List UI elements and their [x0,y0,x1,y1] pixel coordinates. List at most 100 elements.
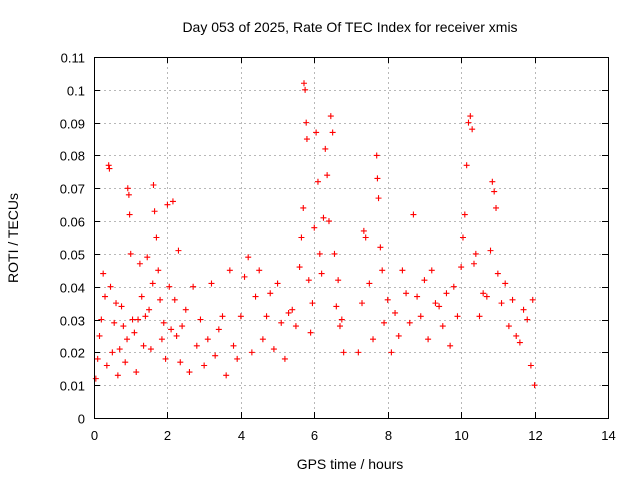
data-point [259,336,266,343]
data-point [531,382,538,389]
data-point [509,296,516,303]
data-point [370,336,377,343]
data-points [92,80,538,389]
data-point [138,293,145,300]
x-tick-label: 12 [528,428,542,443]
data-point [111,319,118,326]
data-point [149,280,156,287]
data-point [103,362,110,369]
data-point [162,355,169,362]
data-point [379,267,386,274]
data-point [226,267,233,274]
data-point [219,313,226,320]
data-point [392,309,399,316]
data-point [125,191,132,198]
data-point [443,290,450,297]
data-point [384,296,391,303]
data-point [520,306,527,313]
x-tick-label: 10 [454,428,468,443]
data-point [179,323,186,330]
data-point [173,332,180,339]
data-point [153,234,160,241]
data-point [237,313,244,320]
data-point [307,329,314,336]
data-point [362,234,369,241]
data-point [274,280,281,287]
data-point [359,300,366,307]
data-point [131,329,138,336]
data-point [109,349,116,356]
data-point [450,283,457,290]
data-point [465,119,472,126]
data-point [113,300,120,307]
data-point [186,369,193,376]
data-point [135,316,142,323]
data-point [472,250,479,257]
data-point [314,178,321,185]
data-point [340,349,347,356]
x-axis-label: GPS time / hours [297,456,404,472]
data-point [116,346,123,353]
data-point [436,303,443,310]
data-point [129,316,136,323]
data-point [303,119,310,126]
data-point [388,349,395,356]
data-point [325,218,332,225]
data-point [150,181,157,188]
data-point [215,326,222,333]
y-tick-label: 0.01 [60,379,85,394]
x-tick-label: 2 [164,428,171,443]
data-point [494,270,501,277]
data-point [406,319,413,326]
data-point [505,323,512,330]
data-point [432,300,439,307]
data-point [114,372,121,379]
x-tick-label: 14 [601,428,615,443]
y-tick-label: 0.03 [60,314,85,329]
data-point [467,113,474,120]
data-point [516,339,523,346]
data-point [281,355,288,362]
data-point [461,211,468,218]
data-point [502,280,509,287]
data-point [374,175,381,182]
data-point [296,264,303,271]
x-tick-label: 6 [311,428,318,443]
data-point [491,188,498,195]
data-point [489,178,496,185]
data-point [395,332,402,339]
data-point [313,129,320,136]
y-tick-label: 0.08 [60,149,85,164]
data-point [171,296,178,303]
data-point [311,224,318,231]
data-point [158,336,165,343]
data-point [373,152,380,159]
data-point [234,355,241,362]
data-point [336,323,343,330]
x-tick-label: 4 [238,428,245,443]
data-point [245,254,252,261]
data-point [120,323,127,330]
data-point [136,260,143,267]
data-point [105,162,112,169]
data-point [355,349,362,356]
y-tick-label: 0.07 [60,182,85,197]
data-point [92,375,99,382]
data-point [324,172,331,179]
data-point [248,349,255,356]
y-tick-label: 0.02 [60,346,85,361]
data-point [252,293,259,300]
data-point [175,247,182,254]
y-tick-label: 0.05 [60,248,85,263]
data-point [122,359,129,366]
data-point [410,211,417,218]
data-point [98,316,105,323]
data-point [204,336,211,343]
data-point [366,280,373,287]
data-point [329,129,336,136]
data-point [305,277,312,284]
data-point [94,355,101,362]
data-point [439,323,446,330]
data-point [127,250,134,257]
data-point [256,267,263,274]
